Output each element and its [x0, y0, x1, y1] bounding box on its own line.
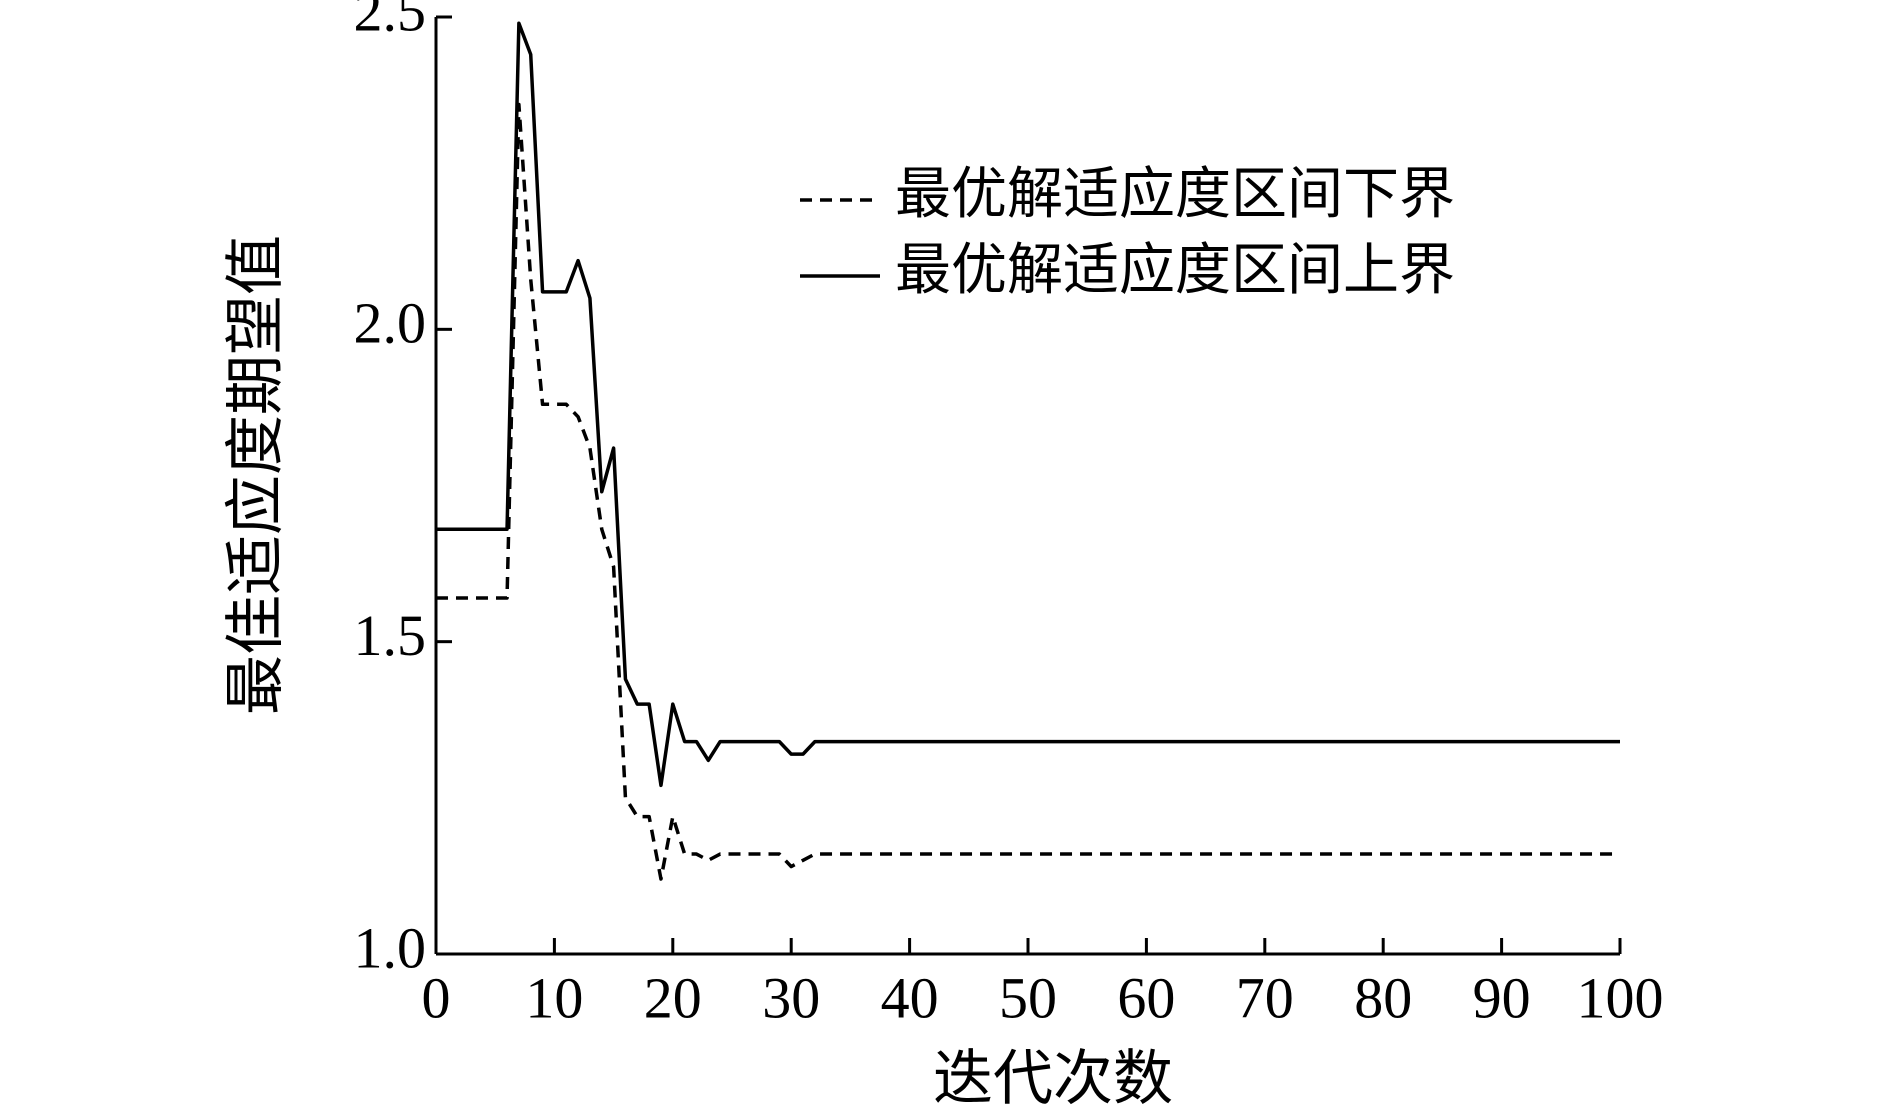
y-axis-label: 最佳适应度期望值	[223, 235, 289, 715]
y-tick-label: 1.5	[354, 603, 427, 668]
x-tick-label: 20	[644, 965, 702, 1030]
y-tick-label: 2.5	[354, 0, 427, 43]
series-line	[436, 102, 1620, 881]
x-tick-label: 10	[525, 965, 583, 1030]
y-tick-label: 2.0	[354, 291, 427, 356]
x-tick-label: 40	[881, 965, 939, 1030]
x-tick-label: 80	[1354, 965, 1412, 1030]
x-tick-label: 50	[999, 965, 1057, 1030]
x-tick-label: 30	[762, 965, 820, 1030]
x-tick-label: 70	[1236, 965, 1294, 1030]
x-tick-label: 100	[1577, 965, 1664, 1030]
x-tick-label: 60	[1117, 965, 1175, 1030]
legend-label: 最优解适应度区间下界	[895, 164, 1455, 226]
x-tick-label: 90	[1473, 965, 1531, 1030]
series-line	[436, 21, 1620, 788]
y-tick-label: 1.0	[354, 915, 427, 980]
legend-label: 最优解适应度区间上界	[895, 240, 1455, 302]
x-tick-label: 0	[422, 965, 451, 1030]
x-axis-label: 迭代次数	[933, 1046, 1173, 1112]
